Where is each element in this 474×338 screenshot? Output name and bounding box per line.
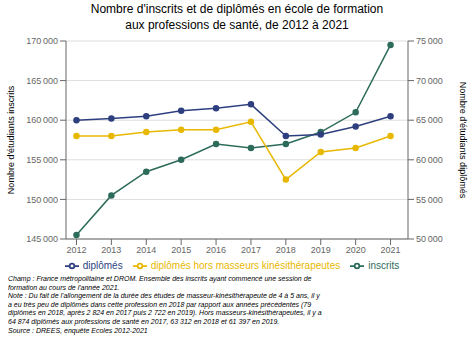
svg-text:2016: 2016 — [206, 245, 226, 255]
svg-text:2014: 2014 — [136, 245, 156, 255]
html-text:inscrits: inscrits — [368, 259, 400, 271]
svg-text:170 000: 170 000 — [26, 36, 58, 46]
html-text:diplômés: diplômés — [82, 259, 123, 271]
svg-text:2013: 2013 — [101, 245, 121, 255]
svg-text:70 000: 70 000 — [416, 76, 443, 86]
svg-text:50 000: 50 000 — [416, 234, 443, 244]
svg-text:Nombre d'étudiants diplômés: Nombre d'étudiants diplômés — [458, 82, 466, 199]
html-text:Champ : France métropolitaine: Champ : France métropolitaine et DROM. E… — [8, 275, 312, 282]
svg-text:2015: 2015 — [171, 245, 191, 255]
svg-text:2012: 2012 — [66, 245, 86, 255]
svg-text:Nombre d'étudiants inscrits: Nombre d'étudiants inscrits — [8, 85, 16, 194]
svg-text:2018: 2018 — [276, 245, 296, 255]
html-text:64 874 diplômés aux profession: 64 874 diplômés aux professions de santé… — [8, 318, 280, 325]
svg-text:75 000: 75 000 — [416, 36, 443, 46]
svg-text:60 000: 60 000 — [416, 155, 443, 165]
html-text:diplômés en 2018, après 2 824: diplômés en 2018, après 2 824 en 2017 pu… — [8, 309, 322, 317]
svg-text:2019: 2019 — [311, 245, 331, 255]
html-text:diplômés hors masseurs kinésit: diplômés hors masseurs kinésithérapeutes — [150, 259, 341, 271]
html-text:a eu très peu de diplômés dans: a eu très peu de diplômés dans cette pro… — [8, 300, 312, 308]
html-text:Nombre d'inscrits et de diplôm: Nombre d'inscrits et de diplômés en écol… — [90, 2, 384, 32]
html-text:formation au cours de l'année: formation au cours de l'année 2021. — [8, 283, 120, 291]
svg-text:160 000: 160 000 — [26, 115, 58, 125]
svg-text:55 000: 55 000 — [416, 195, 443, 205]
svg-text:2021: 2021 — [381, 245, 401, 255]
svg-text:2017: 2017 — [241, 245, 261, 255]
svg-text:65 000: 65 000 — [416, 115, 443, 125]
svg-text:150 000: 150 000 — [26, 195, 58, 205]
svg-text:145 000: 145 000 — [26, 234, 58, 244]
html-text:Note : Du fait de l'allongemen: Note : Du fait de l'allongement de la du… — [8, 292, 320, 300]
svg-text:155 000: 155 000 — [26, 155, 58, 165]
html-text:Source : DREES, enquête Ecoles: Source : DREES, enquête Ecoles 2012-2021 — [8, 326, 148, 334]
svg-text:165 000: 165 000 — [26, 76, 58, 86]
svg-text:2020: 2020 — [346, 245, 366, 255]
